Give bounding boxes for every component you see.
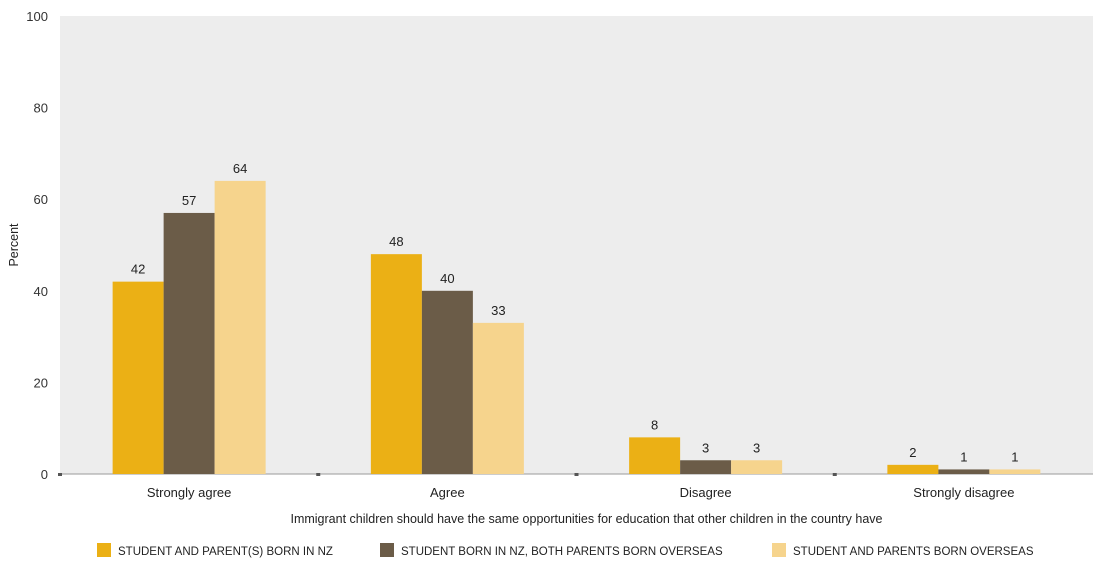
legend-label: STUDENT AND PARENTS BORN OVERSEAS — [793, 546, 1034, 558]
y-axis-title: Percent — [7, 223, 21, 267]
data-label: 8 — [651, 417, 658, 432]
data-label: 48 — [389, 234, 403, 249]
bar — [163, 212, 215, 474]
bar — [370, 254, 422, 474]
bar — [887, 464, 939, 474]
bar — [989, 469, 1041, 474]
x-tick-mark — [574, 473, 579, 476]
y-tick-label: 40 — [34, 284, 48, 299]
data-label: 2 — [909, 445, 916, 460]
x-tick-label: Disagree — [680, 485, 732, 500]
x-tick-mark — [58, 473, 62, 476]
x-tick-label: Strongly disagree — [913, 485, 1014, 500]
data-label: 57 — [182, 193, 196, 208]
data-label: 42 — [131, 262, 145, 277]
legend-swatch — [97, 543, 111, 557]
y-tick-label: 100 — [26, 9, 48, 24]
y-tick-label: 80 — [34, 101, 48, 116]
bar — [472, 322, 524, 474]
bar — [680, 460, 732, 474]
bar — [214, 180, 266, 474]
x-tick-mark — [316, 473, 321, 476]
legend-swatch — [772, 543, 786, 557]
data-label: 3 — [753, 440, 760, 455]
y-tick-label: 0 — [41, 467, 48, 482]
bar — [421, 290, 473, 474]
legend: STUDENT AND PARENT(S) BORN IN NZ STUDENT … — [97, 543, 1034, 558]
legend-swatch — [380, 543, 394, 557]
data-label: 40 — [440, 271, 454, 286]
data-label: 1 — [960, 449, 967, 464]
y-tick-label: 20 — [34, 375, 48, 390]
legend-label: STUDENT BORN IN NZ, BOTH PARENTS BORN OV… — [401, 546, 723, 558]
y-tick-label: 60 — [34, 192, 48, 207]
data-label: 1 — [1011, 449, 1018, 464]
bar — [112, 281, 164, 474]
bar — [731, 460, 783, 474]
data-label: 3 — [702, 440, 709, 455]
x-axis: Strongly agree Agree Disagree Strongly disa… — [58, 473, 1014, 500]
x-tick-label: Agree — [430, 485, 465, 500]
bar — [938, 469, 990, 474]
x-tick-label: Strongly agree — [147, 485, 232, 500]
y-axis: 0 20 40 60 80 100 — [26, 9, 48, 482]
x-axis-title: Immigrant children should have the same … — [290, 512, 882, 526]
data-label: 64 — [233, 161, 247, 176]
bar — [629, 437, 681, 474]
x-tick-mark — [832, 473, 837, 476]
legend-label: STUDENT AND PARENT(S) BORN IN NZ — [118, 546, 333, 558]
data-label: 33 — [491, 303, 505, 318]
